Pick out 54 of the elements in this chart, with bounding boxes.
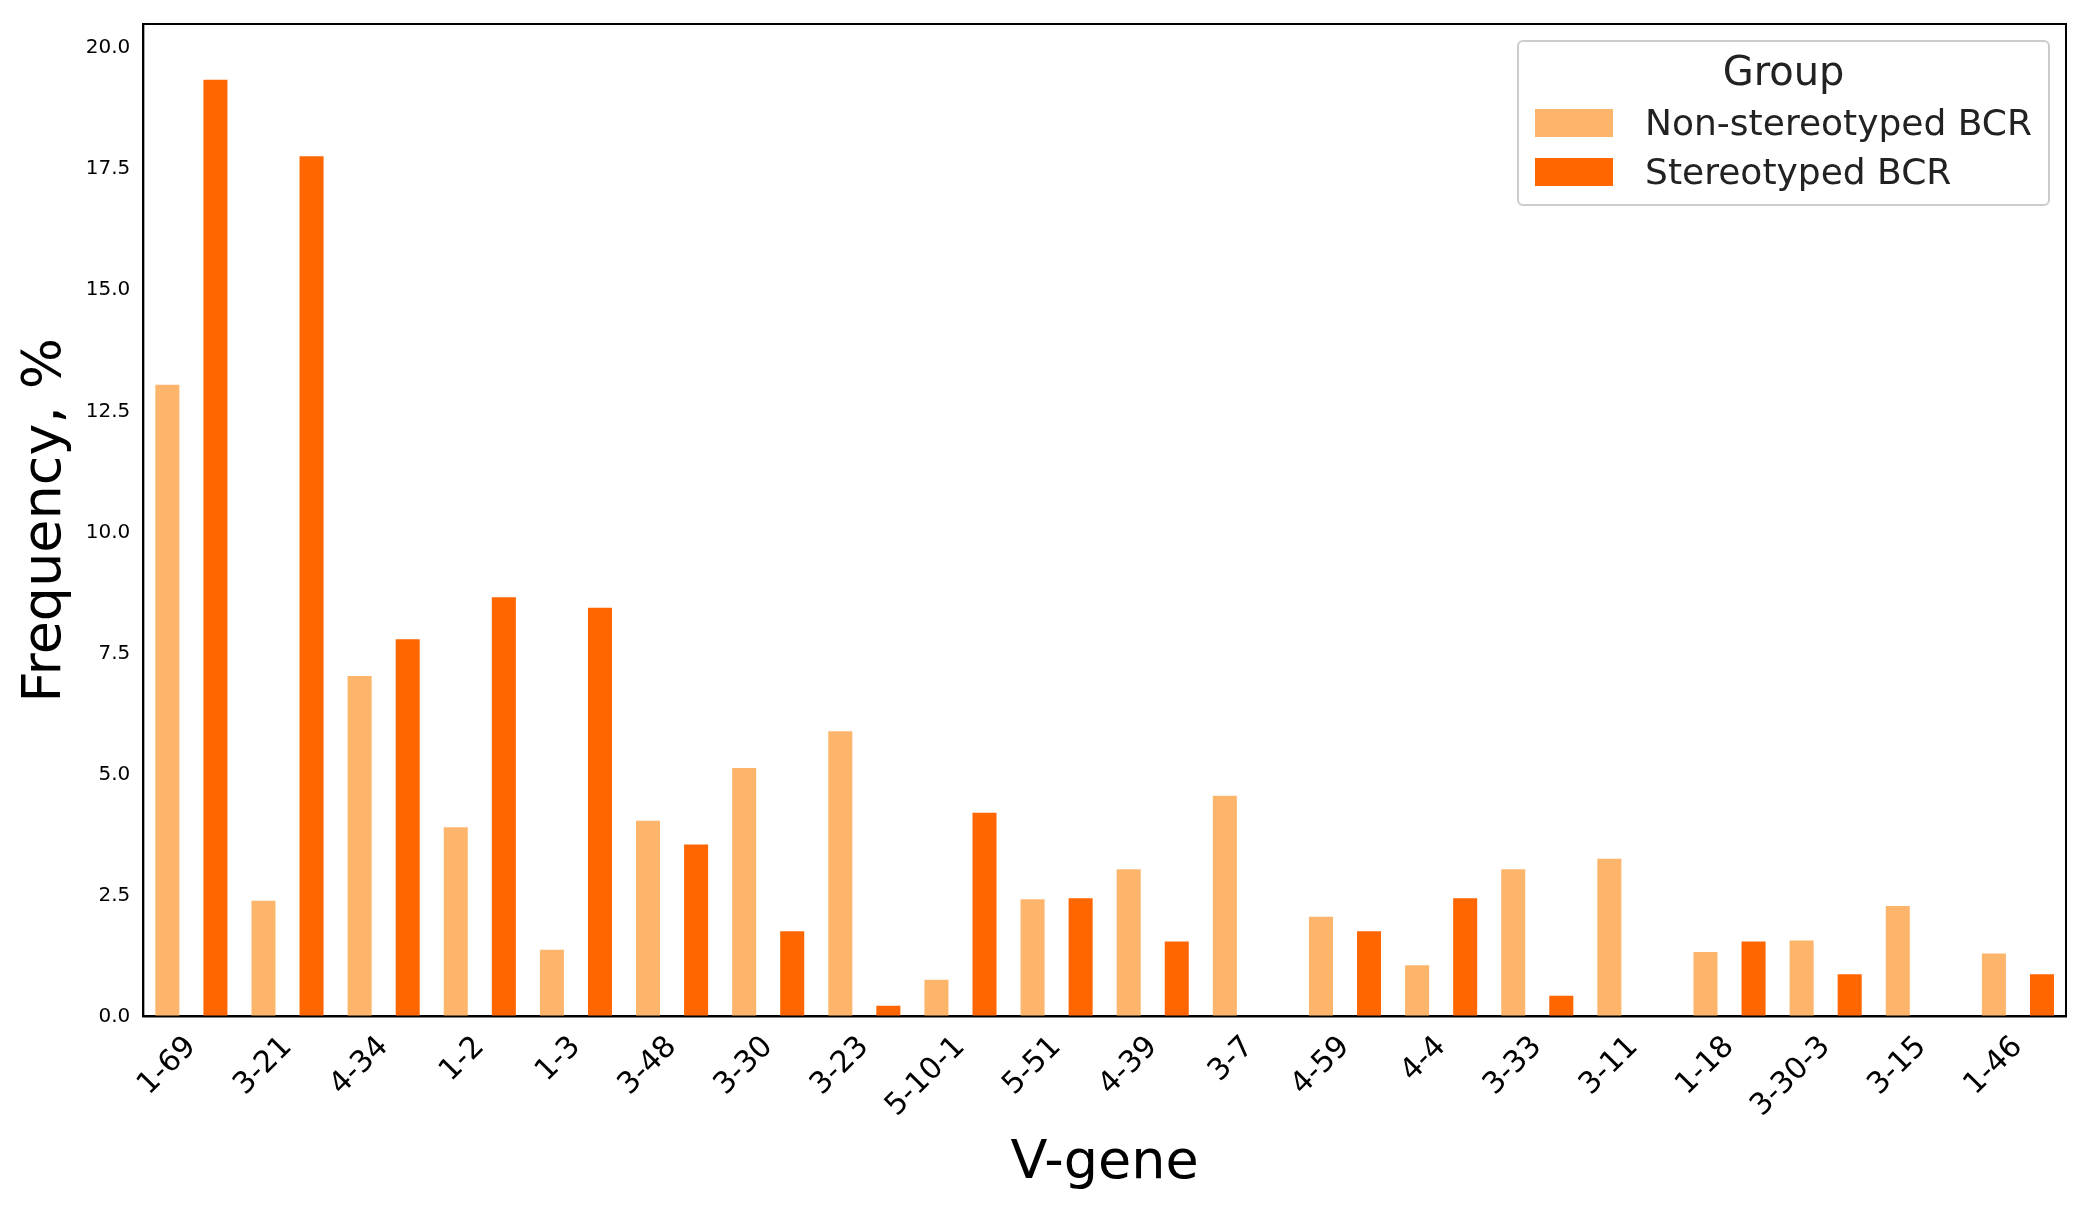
legend-label: Stereotyped BCR [1645, 151, 1952, 192]
bar [684, 844, 709, 1017]
bar [1981, 953, 2006, 1017]
bar [924, 979, 949, 1017]
bar [2029, 974, 2054, 1017]
y-tick-label: 5.0 [98, 760, 131, 785]
bar [1885, 906, 1910, 1017]
bar [1789, 940, 1814, 1017]
bar [395, 639, 420, 1017]
bar [1068, 898, 1093, 1017]
bar [1020, 899, 1045, 1017]
bar [780, 931, 805, 1017]
bar [299, 156, 324, 1017]
bar [1164, 941, 1189, 1017]
x-tick-label: 1-3 [527, 1027, 587, 1088]
bar [203, 79, 228, 1017]
bar [636, 820, 661, 1017]
legend-label: Non-stereotyped BCR [1645, 102, 2032, 143]
y-tick-label: 20.0 [85, 34, 131, 59]
bar [732, 768, 757, 1017]
bar [1693, 952, 1718, 1017]
bar [1837, 974, 1862, 1017]
bar [1357, 931, 1382, 1017]
bar [1549, 995, 1574, 1017]
y-tick-label: 0.0 [98, 1002, 131, 1027]
bar [1405, 965, 1430, 1017]
bar [155, 384, 180, 1017]
bar [1308, 916, 1333, 1017]
x-tick-label: 4-4 [1392, 1027, 1452, 1088]
y-tick-label: 10.0 [85, 518, 131, 543]
bar [1453, 898, 1478, 1017]
bar [1501, 869, 1526, 1017]
bar [1212, 795, 1237, 1017]
y-tick-label: 7.5 [98, 639, 131, 664]
y-tick-label: 2.5 [98, 881, 131, 906]
bar [587, 607, 612, 1017]
y-axis-title: Frequency, % [10, 337, 74, 703]
bar [347, 676, 372, 1017]
bar [443, 827, 468, 1017]
bar [251, 900, 276, 1017]
x-tick-label: 1-2 [430, 1027, 491, 1088]
bar [1741, 941, 1766, 1017]
y-tick-label: 12.5 [85, 397, 131, 422]
bar [1597, 858, 1622, 1017]
bar [828, 731, 853, 1017]
bar [539, 949, 564, 1017]
legend-title: Group [1721, 48, 1846, 94]
x-tick-label: 3-7 [1199, 1027, 1260, 1088]
bar [972, 812, 997, 1017]
x-axis-title: V-gene [1010, 1127, 1199, 1191]
bar [491, 597, 516, 1017]
y-tick-label: 15.0 [85, 276, 131, 301]
bar [1116, 869, 1141, 1017]
y-tick-label: 17.5 [85, 155, 131, 180]
